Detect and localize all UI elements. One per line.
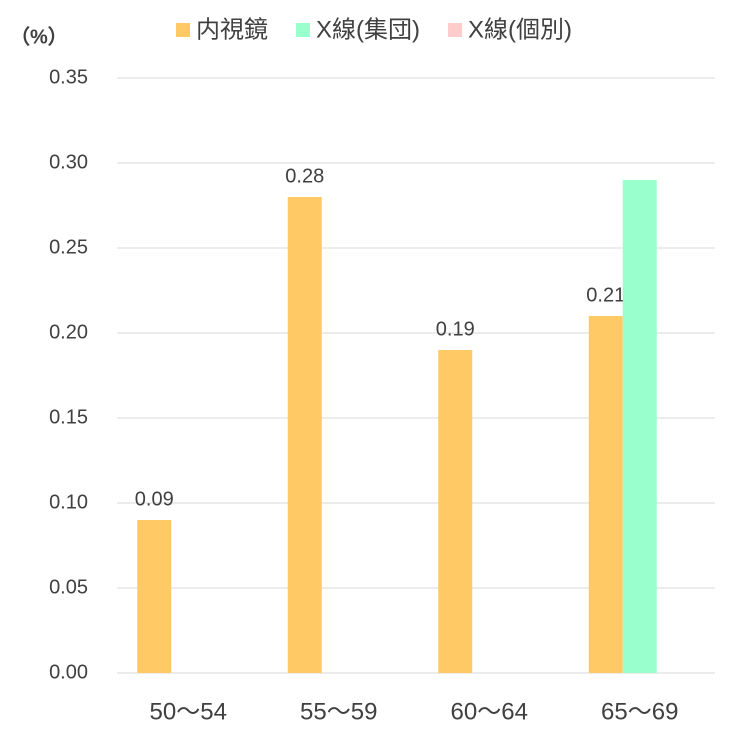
y-tick-label: 0.00 [49,661,88,683]
y-tick-label: 0.15 [49,406,88,428]
data-label: 0.28 [285,165,324,187]
x-tick-label: 50〜54 [150,698,227,725]
data-label: 0.21 [586,284,625,306]
y-tick-label: 0.05 [49,576,88,598]
x-tick-label: 65〜69 [601,698,678,725]
legend-swatch [296,23,310,37]
y-axis-label: （%） [10,25,68,48]
y-tick-label: 0.35 [49,66,88,88]
legend-label: 内視鏡 [196,16,268,43]
bar [137,520,172,673]
bar [287,197,322,673]
x-tick-label: 60〜64 [451,698,528,725]
legend-swatch [448,23,462,37]
bar [438,350,473,673]
data-label: 0.09 [135,488,174,510]
legend-label: X線(集団) [316,16,420,43]
y-tick-label: 0.30 [49,151,88,173]
bar [588,316,623,673]
bar [622,180,657,673]
y-tick-label: 0.10 [49,491,88,513]
y-tick-label: 0.25 [49,236,88,258]
y-tick-label: 0.20 [49,321,88,343]
x-tick-label: 55〜59 [300,698,377,725]
legend-swatch [176,23,190,37]
legend-label: X線(個別) [468,16,572,43]
data-label: 0.19 [436,318,475,340]
